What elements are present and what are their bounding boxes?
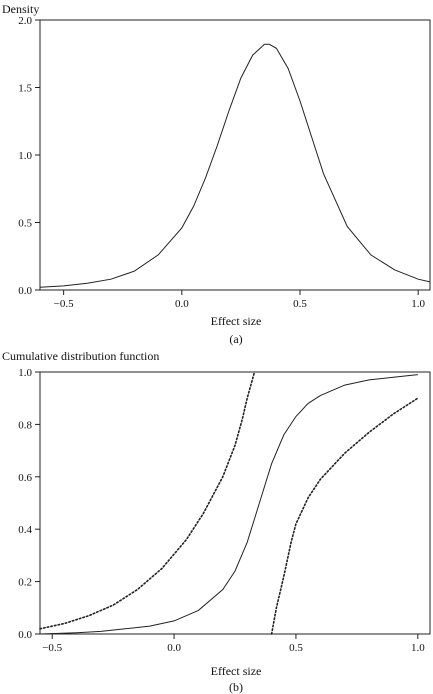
panel-b-caption: (b) (229, 680, 243, 694)
panel-a-plot-frame (39, 19, 431, 291)
panel-a-caption: (a) (229, 332, 242, 346)
panel-b-series (39, 371, 419, 635)
panel-b-y-tick-label: 1.0 (18, 367, 32, 379)
panel-b-series-1-solid-line (39, 374, 418, 635)
panel-b-y-ticks: 0.0 0.2 0.4 0.6 0.8 1.0 (18, 367, 40, 641)
panel-b-x-tick-label: −0.5 (42, 642, 62, 654)
panel-b-y-tick-label: 0.4 (18, 524, 32, 536)
panel-a-density: Density −0.5 0.0 0.5 1.0 0.0 0.5 1.0 1.5 2.0 Ef… (2, 2, 431, 346)
panel-a-x-tick-label: −0.5 (54, 298, 74, 310)
panel-b-y-tick-label: 0.6 (18, 472, 32, 484)
panel-a-series (39, 43, 431, 288)
panel-a-y-ticks: 0.0 0.5 1.0 1.5 2.0 (18, 15, 40, 297)
panel-b-x-tick-label: 0.5 (289, 642, 303, 654)
panel-a-y-tick-label: 1.5 (18, 83, 32, 95)
panel-a-series-1-solid-line (39, 43, 431, 288)
panel-b-series-2-dotted-line (39, 371, 256, 630)
panel-b-x-tick-label: 1.0 (411, 642, 425, 654)
panel-a-x-ticks: −0.5 0.0 0.5 1.0 (54, 290, 426, 310)
panel-a-y-tick-label: 0.5 (18, 218, 32, 230)
panel-b-y-axis-label: Cumulative distribution function (2, 349, 159, 363)
panel-a-x-axis-label: Effect size (211, 314, 262, 328)
panel-b-series-3-dotted-line (270, 397, 419, 635)
panel-b-y-tick-label: 0.2 (18, 577, 32, 589)
panel-b-x-tick-label: 0.0 (167, 642, 181, 654)
panel-a-y-tick-label: 1.0 (18, 150, 32, 162)
panel-b-plot-frame (39, 371, 431, 635)
panel-a-y-tick-label: 2.0 (18, 15, 32, 27)
panel-a-y-tick-label: 0.0 (18, 285, 32, 297)
panel-a-y-axis-label: Density (2, 2, 39, 16)
panel-a-x-tick-label: 1.0 (411, 298, 425, 310)
panel-b-x-axis-label: Effect size (211, 664, 262, 678)
panel-b-y-tick-label: 0.0 (18, 629, 32, 641)
panel-a-x-tick-label: 0.0 (175, 298, 189, 310)
panel-b-x-ticks: −0.5 0.0 0.5 1.0 (42, 634, 425, 654)
panel-b-cdf: Cumulative distribution function −0.5 0.0… (2, 349, 431, 694)
panel-b-y-tick-label: 0.8 (18, 419, 32, 431)
panel-a-x-tick-label: 0.5 (293, 298, 307, 310)
